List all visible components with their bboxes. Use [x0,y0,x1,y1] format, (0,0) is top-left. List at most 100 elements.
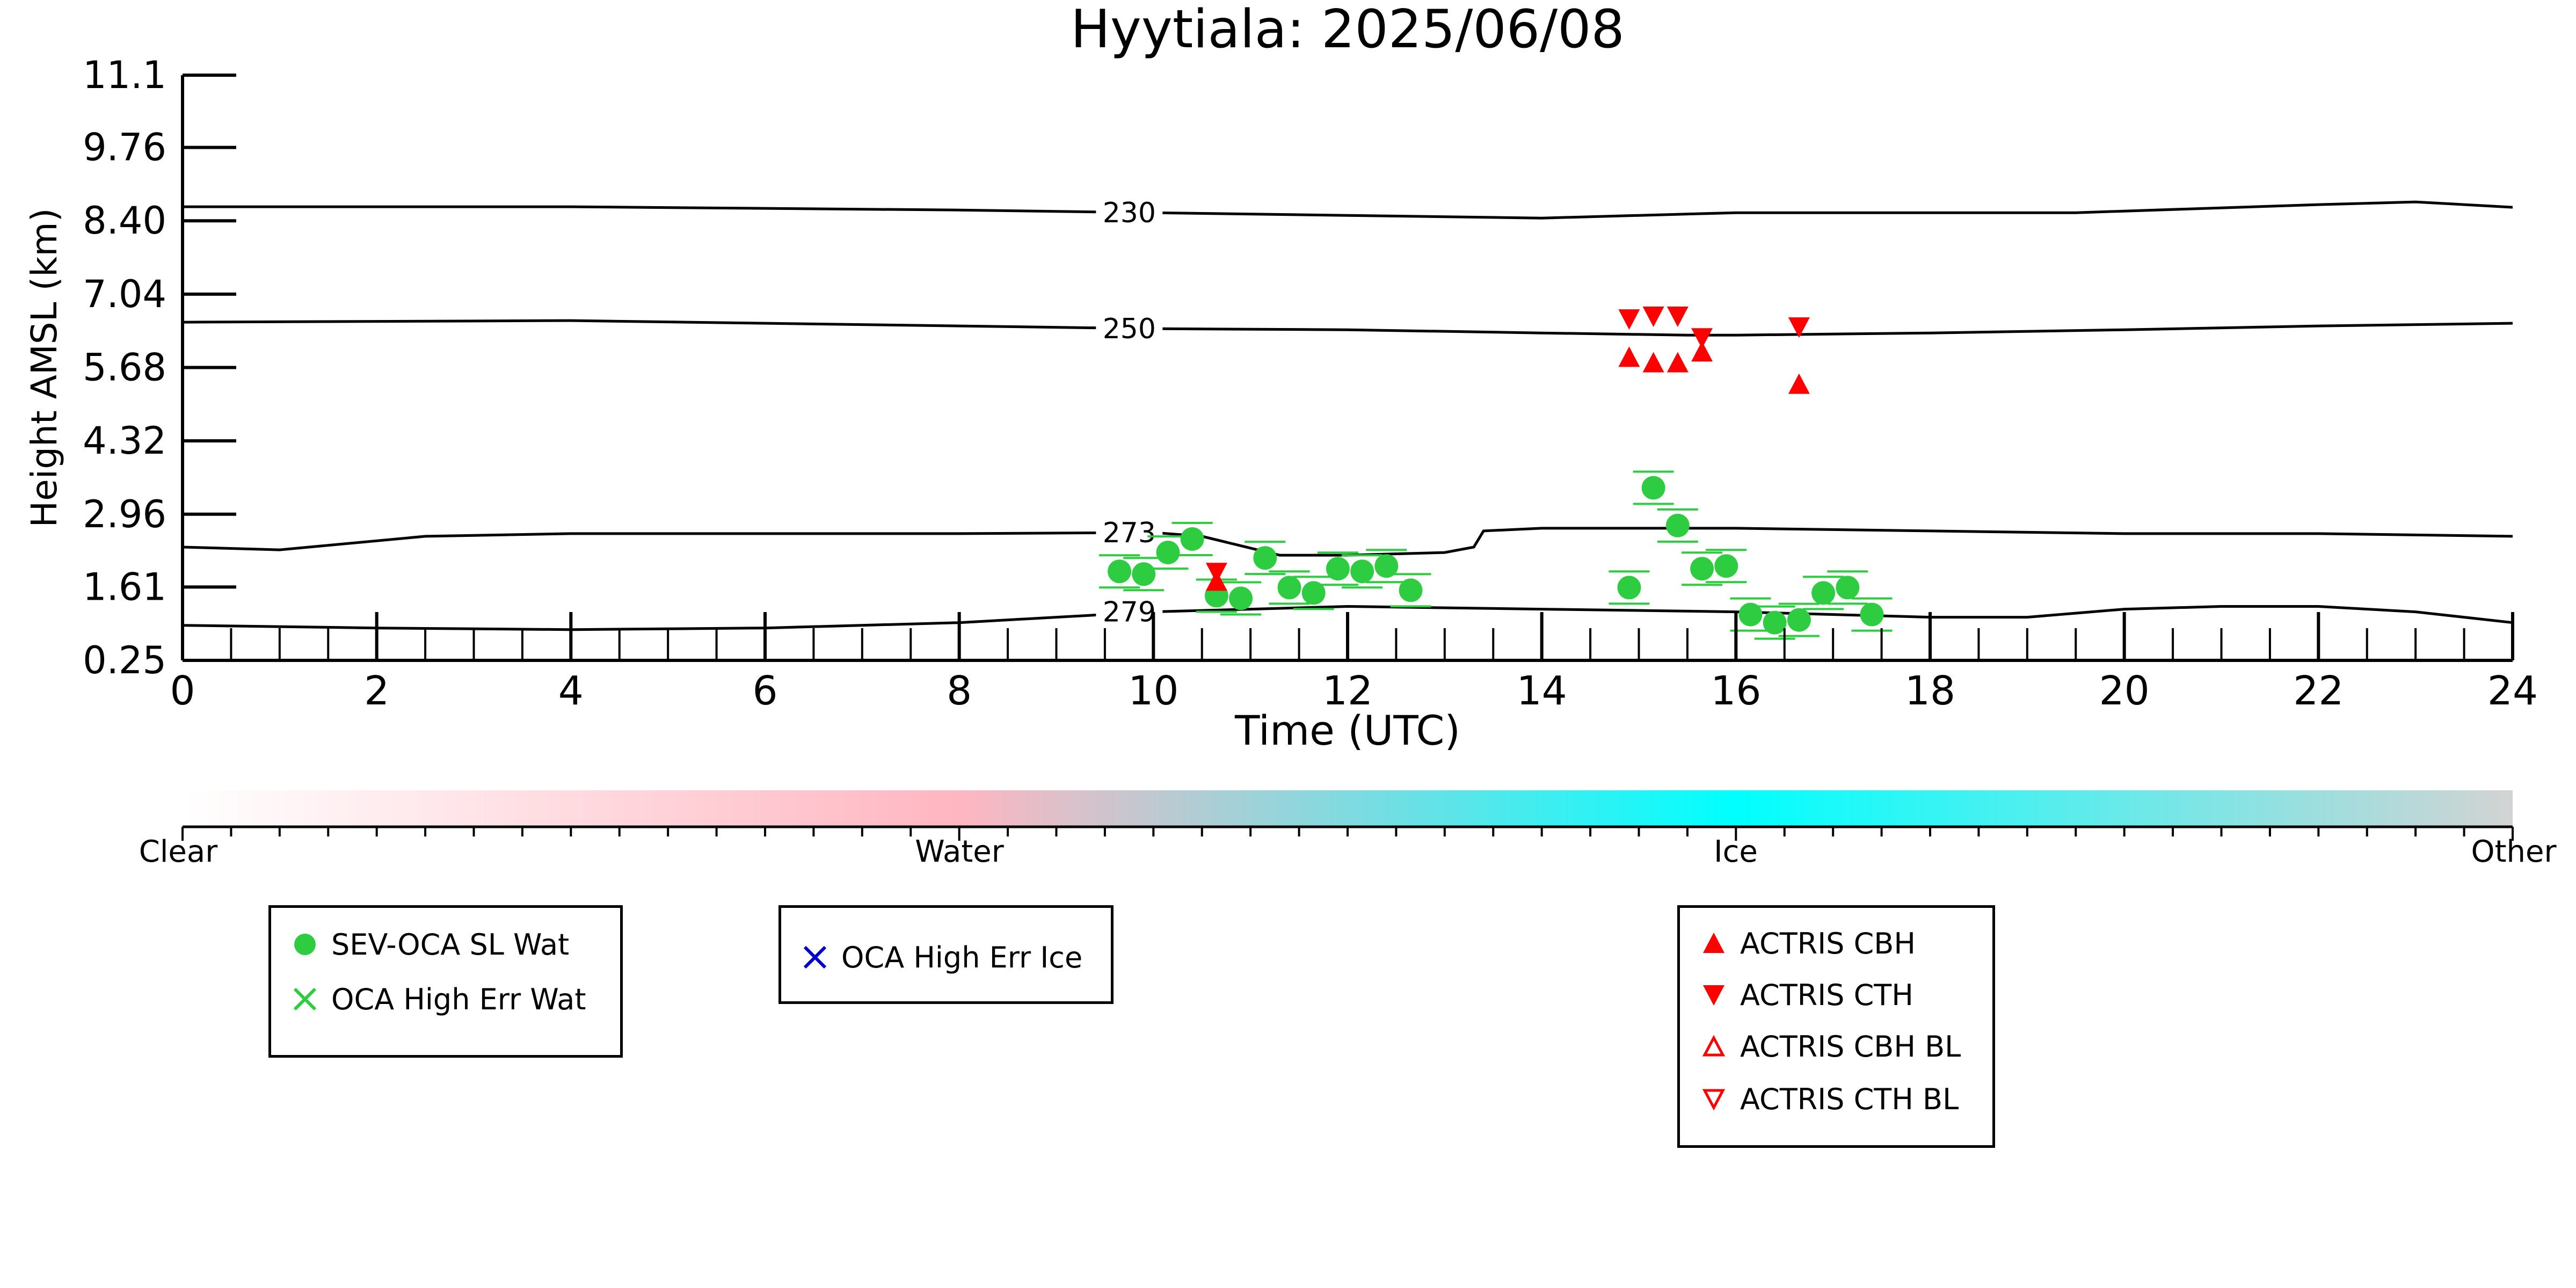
temperature-contours: 230 250 273 279 [182,197,2513,631]
contour-line-279 [182,605,2513,631]
legend-item-actris-cth: ACTRIS CTH [1699,978,1913,1012]
sev-oca-sl-wat-point [1399,578,1423,602]
legend-item-actris-cbh: ACTRIS CBH [1699,926,1916,960]
legend-item-oca-high-err-wat: OCA High Err Wat [290,982,586,1016]
sev-oca-sl-wat-point [1714,554,1738,578]
green-x-icon [293,987,317,1011]
actris-cth-point [1618,309,1640,330]
x-axis-label: Time (UTC) [1234,707,1460,754]
sev-oca-sl-wat-point [1787,608,1811,632]
y-tick-label: 2.96 [83,492,166,536]
x-tick-label: 22 [2293,668,2344,714]
colorbar: Clear Water Ice Other [139,790,2557,869]
colorbar-label-other: Other [2471,834,2557,869]
legend-label: SEV-OCA SL Wat [331,927,570,962]
y-axis-label: Height AMSL (km) [24,208,65,528]
actris-cth-point [1205,563,1227,584]
sev-oca-sl-wat-point [1350,559,1374,584]
y-tick-label: 4.32 [83,419,166,463]
contour-label-bg [1096,197,1163,228]
x-tick-label: 8 [947,668,972,714]
contour-line-230 [183,200,2513,220]
x-tick-label: 12 [1322,668,1373,714]
triangle-up-icon [1703,933,1724,953]
contour-label-bg [1096,595,1163,627]
colorbar-ticks [181,827,2514,841]
legend-actris: ACTRIS CBH ACTRIS CTH ACTRIS CBH BL ACTR… [1677,905,1995,1148]
sev-oca-sl-wat-point [1690,557,1714,581]
legend-label: ACTRIS CBH BL [1740,1029,1961,1064]
sev-oca-sl-wat-point [1617,576,1641,600]
legend-label: ACTRIS CTH BL [1740,1082,1959,1116]
sev-oca-sl-wat-point [1253,546,1277,570]
x-tick-label: 14 [1517,668,1567,714]
sev-oca-sl-wat-point [1108,559,1132,584]
legend-label: OCA High Err Wat [331,982,586,1016]
x-tick-label: 18 [1905,668,1955,714]
sev-oca-sl-wat-point [1132,562,1156,586]
legend-item-actris-cth-bl: ACTRIS CTH BL [1699,1082,1959,1116]
sev-oca-sl-wat-point [1763,610,1787,635]
sev-oca-sl-wat-point [1374,554,1399,578]
contour-label-250: 250 [1103,313,1156,345]
contour-label-230: 230 [1103,197,1156,229]
x-ticks: 0 2 4 6 8 10 12 14 16 18 20 22 24 [170,612,2538,714]
sev-oca-sl-wat-point [1326,557,1350,581]
y-tick-label: 0.25 [83,638,166,682]
sev-oca-sl-wat-point [1860,602,1884,627]
y-tick-label: 9.76 [83,126,166,170]
data-series [1099,307,1893,640]
contour-line-250 [182,319,2513,337]
sev-oca-sl-wat-point [1738,602,1763,627]
colorbar-label-ice: Ice [1714,834,1758,869]
colorbar-gradient [183,790,2513,827]
green-circle-icon [294,934,316,955]
x-tick-label: 10 [1128,668,1178,714]
y-tick-label: 1.61 [83,565,166,609]
x-tick-label: 24 [2487,668,2538,714]
legend-label: ACTRIS CTH [1740,978,1913,1012]
legend-item-oca-high-err-ice: OCA High Err Ice [801,940,1083,974]
actris-cbh-point [1691,341,1713,362]
contour-label-bg [1096,312,1163,344]
x-tick-label: 2 [364,668,389,714]
legend-item-sev-oca-sl-wat: SEV-OCA SL Wat [290,927,570,962]
actris-cth-point [1788,317,1810,338]
sev-oca-sl-wat-point [1665,513,1690,537]
actris-cth-point [1691,328,1713,349]
actris-cbh-point [1788,373,1810,394]
y-tick-label: 11.1 [83,53,166,97]
legend-item-actris-cbh-bl: ACTRIS CBH BL [1699,1029,1961,1064]
colorbar-label-clear: Clear [139,834,218,869]
sev-oca-sl-wat-point [1641,476,1665,500]
sev-oca-sl-wat-point [1811,581,1836,605]
y-tick-label: 8.40 [83,199,166,243]
colorbar-label-water: Water [915,834,1005,869]
y-tick-label: 5.68 [83,345,166,389]
actris-cbh-point [1667,352,1689,373]
contour-line-273 [182,527,2513,557]
chart-title: Hyytiala: 2025/06/08 [1071,0,1625,60]
contour-label-273: 273 [1103,517,1156,549]
sev-oca-sl-wat-point [1277,576,1301,600]
legend-label: OCA High Err Ice [841,940,1083,974]
y-ticks: 0.25 1.61 2.96 4.32 5.68 7.04 8.40 9.76 11.1 [83,53,236,682]
actris-cth-point [1642,307,1664,328]
y-tick-label: 7.04 [83,272,166,316]
actris-cbh-point [1618,346,1640,367]
legend-ice: OCA High Err Ice [778,905,1114,1004]
blue-x-icon [803,945,827,969]
x-tick-label: 4 [558,668,584,714]
sev-oca-sl-wat-point [1229,586,1253,610]
sev-oca-sl-wat-point [1156,541,1180,565]
x-tick-label: 6 [752,668,777,714]
legend-label: ACTRIS CBH [1740,926,1916,960]
triangle-up-outline-icon [1702,1035,1726,1057]
x-tick-label: 0 [170,668,195,714]
x-tick-label: 16 [1711,668,1761,714]
triangle-down-outline-icon [1702,1089,1726,1111]
sev-oca-sl-wat-point [1836,576,1860,600]
sev-oca-sl-wat-point [1301,581,1326,605]
actris-cbh-point [1642,352,1664,373]
